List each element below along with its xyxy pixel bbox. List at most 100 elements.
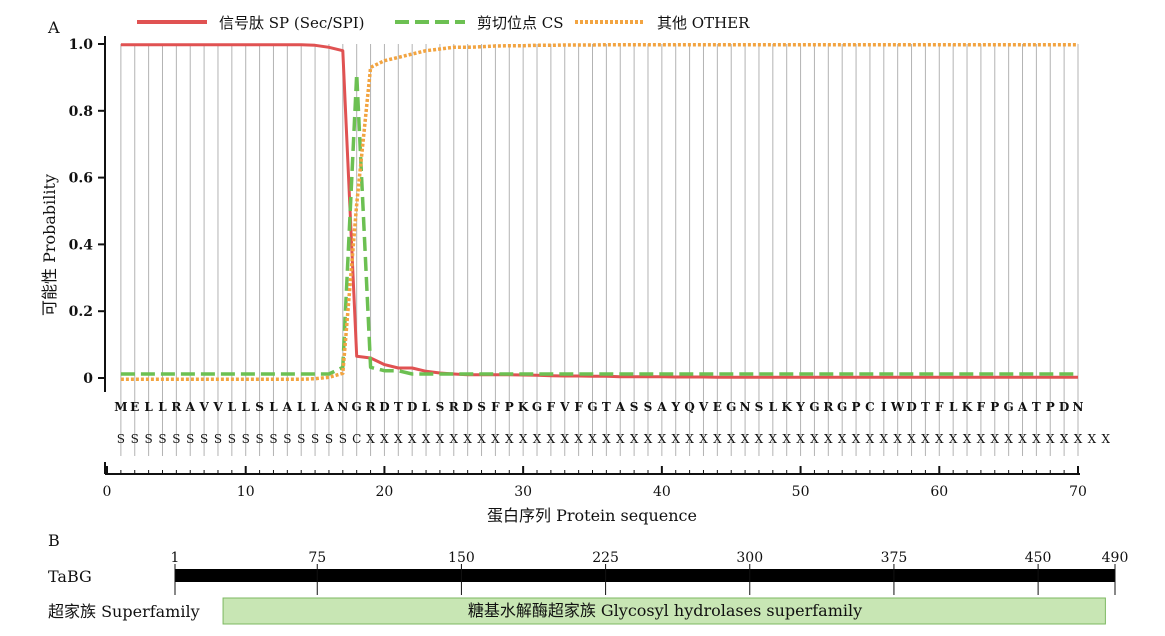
annotation-letter: X	[977, 432, 986, 446]
residue-letter: R	[171, 400, 182, 414]
annotation-letter: X	[727, 432, 736, 446]
annotation-letter: X	[1088, 432, 1097, 446]
annotation-letter: X	[547, 432, 556, 446]
annotation-letter: X	[699, 432, 708, 446]
annotation-letter: X	[769, 432, 778, 446]
residue-letter: V	[559, 400, 570, 414]
annotation-letter: X	[866, 432, 875, 446]
residue-letter: S	[755, 400, 764, 414]
residue-letter: K	[781, 400, 792, 414]
annotation-letter: S	[214, 432, 222, 446]
annotation-letter: X	[450, 432, 459, 446]
annotation-letter: X	[1060, 432, 1069, 446]
residue-letter: N	[337, 400, 348, 414]
x-tick-label: 40	[653, 484, 671, 500]
residue-letter: G	[1004, 400, 1014, 414]
x-tick-label: 10	[237, 484, 255, 500]
residue-letter: L	[769, 400, 778, 414]
y-axis: 0 0.2 0.4 0.6 0.8 1.0	[69, 36, 106, 392]
legend: 信号肽 SP (Sec/SPI) 剪切位点 CS 其他 OTHER	[137, 14, 750, 32]
y-axis-label: 可能性 Probability	[40, 174, 59, 316]
residue-letter: G	[809, 400, 819, 414]
annotation-letter: S	[255, 432, 263, 446]
protein-ruler: 1 75 150 225 300 375 450 490	[171, 550, 1128, 595]
residue-letter: F	[977, 400, 986, 414]
residue-letter: P	[1046, 400, 1055, 414]
residue-letter: G	[726, 400, 736, 414]
residue-letter: L	[297, 400, 306, 414]
glycosyl-hydrolase-domain	[222, 597, 1106, 625]
panel-a-label: A	[47, 18, 60, 37]
annotation-letter: X	[1032, 432, 1041, 446]
ruler-tick-label: 300	[736, 550, 763, 566]
ruler-tick-label: 225	[592, 550, 619, 566]
series-line-2	[120, 72, 1078, 376]
residue-letter: Y	[670, 400, 680, 414]
annotation-letter: X	[408, 432, 417, 446]
annotation-letter: X	[935, 432, 944, 446]
annotation-letter: X	[893, 432, 902, 446]
protein-bar	[175, 569, 1115, 582]
annotation-letter: X	[602, 432, 611, 446]
superfamily-row-label: 超家族 Superfamily	[48, 602, 200, 621]
residue-letter: T	[921, 400, 930, 414]
annotation-letter: X	[685, 432, 694, 446]
annotation-letter: X	[366, 432, 375, 446]
annotation-letter: S	[158, 432, 166, 446]
ruler-tick-label: 150	[448, 550, 475, 566]
y-tick-label: 0	[83, 371, 93, 387]
annotation-letter: X	[630, 432, 639, 446]
x-axis: 0 10 20 30 40 50 60 70	[103, 462, 1087, 500]
ruler-tick-label: 375	[881, 550, 908, 566]
annotation-letter: X	[741, 432, 750, 446]
annotation-letter: X	[990, 432, 999, 446]
sequence-gridlines	[120, 44, 1079, 456]
annotation-letter: X	[1074, 432, 1083, 446]
residue-letter: L	[269, 400, 278, 414]
ruler-tick-label: 1	[171, 550, 180, 566]
annotation-letter: X	[838, 432, 847, 446]
annotation-letter: S	[325, 432, 333, 446]
residue-letter: F	[574, 400, 583, 414]
residue-letter: G	[837, 400, 847, 414]
annotation-letter: X	[782, 432, 791, 446]
residue-letter: P	[505, 400, 514, 414]
annotation-letter: X	[644, 432, 653, 446]
residue-letter: T	[602, 400, 611, 414]
residue-letter: L	[241, 400, 250, 414]
annotation-letter: X	[380, 432, 389, 446]
residue-letter: D	[1059, 400, 1069, 414]
residue-letter: L	[311, 400, 320, 414]
residue-letter: A	[323, 400, 334, 414]
annotation-letter: X	[519, 432, 528, 446]
residue-letter: V	[698, 400, 709, 414]
residue-letter: S	[644, 400, 653, 414]
residue-letter: Y	[795, 400, 805, 414]
annotation-letter: X	[477, 432, 486, 446]
residue-letter: N	[740, 400, 751, 414]
residue-letter: A	[185, 400, 196, 414]
domain-label: 糖基水解酶超家族 Glycosyl hydrolases superfamily	[468, 601, 862, 620]
residue-letter: F	[491, 400, 500, 414]
annotation-letter: X	[810, 432, 819, 446]
annotation-letter: X	[713, 432, 722, 446]
residue-letter: E	[713, 400, 722, 414]
residue-letter: D	[407, 400, 417, 414]
legend-label-1: 信号肽 SP (Sec/SPI)	[219, 14, 365, 32]
annotation-letter: S	[269, 432, 277, 446]
annotation-letter: X	[658, 432, 667, 446]
annotation-letter: X	[671, 432, 680, 446]
residue-letter: N	[1073, 400, 1084, 414]
x-tick-label: 0	[103, 484, 112, 500]
annotation-letter: X	[824, 432, 833, 446]
annotation-letter: S	[228, 432, 236, 446]
x-axis-label: 蛋白序列 Protein sequence	[487, 506, 697, 525]
panel-b-label: B	[48, 531, 60, 550]
annotation-letter: S	[144, 432, 152, 446]
annotation-letter: S	[131, 432, 139, 446]
residue-letter: A	[1017, 400, 1028, 414]
annotation-letter: X	[1101, 432, 1110, 446]
legend-label-3: 其他 OTHER	[657, 14, 750, 32]
